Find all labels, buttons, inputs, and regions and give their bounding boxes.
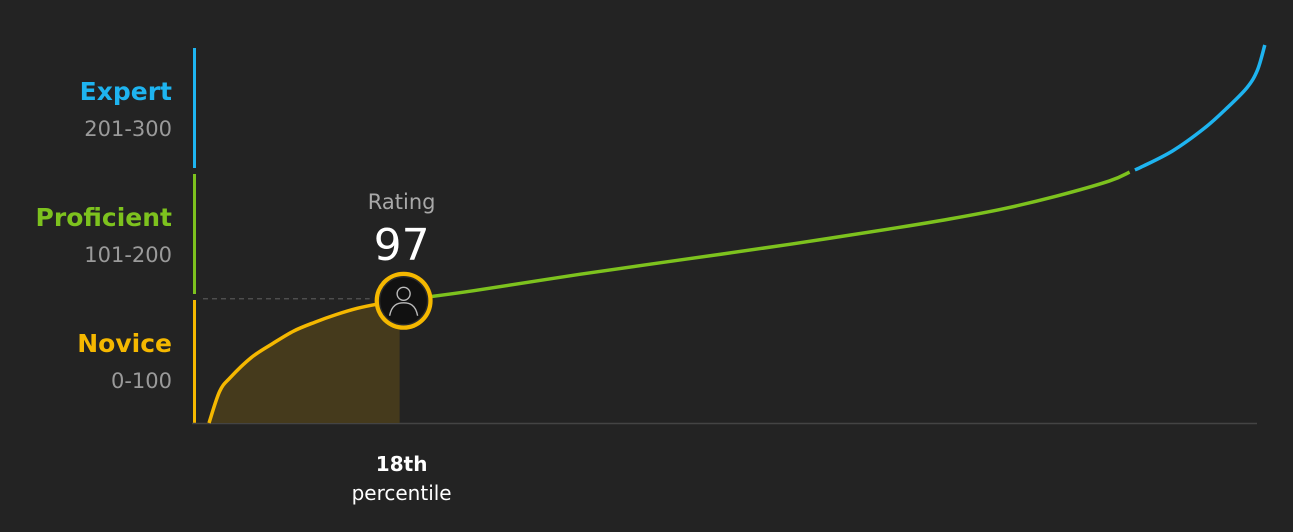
band-name-novice: Novice xyxy=(77,329,172,358)
band-name-proficient: Proficient xyxy=(36,203,172,232)
rating-value: 97 xyxy=(374,220,430,271)
band-labels: Expert 201-300 Proficient 101-200 Novice 0-10… xyxy=(36,77,172,393)
curve-segment-novice xyxy=(207,299,400,424)
rating-marker[interactable] xyxy=(374,271,433,330)
avatar-body xyxy=(388,302,419,316)
percentile-value: 18th xyxy=(376,452,428,476)
band-range-novice: 0-100 xyxy=(111,369,172,393)
curve-segment-expert xyxy=(1134,44,1267,172)
avatar-head xyxy=(396,286,411,301)
percentile-label: percentile xyxy=(352,481,452,505)
band-range-proficient: 101-200 xyxy=(84,243,172,267)
curve-segment-proficient xyxy=(420,170,1131,300)
percentile-area-fill xyxy=(209,300,400,423)
rating-label: Rating xyxy=(368,190,436,214)
band-range-expert: 201-300 xyxy=(84,117,172,141)
band-name-expert: Expert xyxy=(80,77,172,106)
distribution-curve xyxy=(207,44,1267,424)
user-avatar-icon xyxy=(388,286,419,316)
